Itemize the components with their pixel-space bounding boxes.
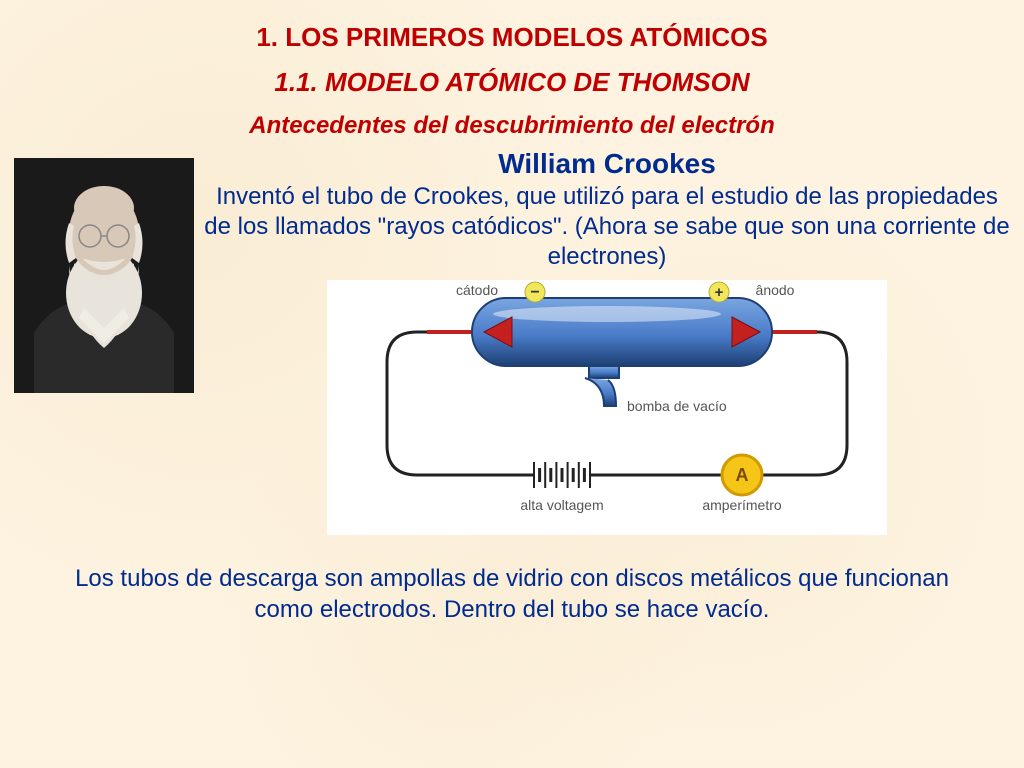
diagram-label: ânodo: [756, 282, 795, 298]
diagram-container: A − + cátodo ânodo bomba de vacío alta voltage…: [204, 280, 1010, 535]
diagram-label: bomba de vacío: [627, 398, 727, 414]
person-name: William Crookes: [204, 148, 1010, 180]
diagram-label: alta voltagem: [520, 497, 603, 513]
portrait-photo: [14, 158, 194, 393]
person-description: Inventó el tubo de Crookes, que utilizó …: [204, 182, 1010, 272]
footer-text: Los tubos de descarga son ampollas de vi…: [0, 563, 1024, 625]
svg-text:−: −: [530, 284, 539, 301]
svg-text:+: +: [715, 284, 724, 301]
section-heading-1: 1. LOS PRIMEROS MODELOS ATÓMICOS: [0, 0, 1024, 53]
diagram-label: amperímetro: [702, 497, 781, 513]
diagram-label: cátodo: [456, 282, 498, 298]
section-heading-2: 1.1. MODELO ATÓMICO DE THOMSON: [0, 67, 1024, 98]
crookes-tube-diagram: A − + cátodo ânodo bomba de vacío alta voltage…: [327, 280, 887, 535]
text-column: William Crookes Inventó el tubo de Crook…: [194, 148, 1010, 535]
content-row: William Crookes Inventó el tubo de Crook…: [0, 148, 1024, 535]
section-heading-3: Antecedentes del descubrimiento del elec…: [0, 112, 1024, 140]
svg-text:A: A: [736, 465, 749, 485]
